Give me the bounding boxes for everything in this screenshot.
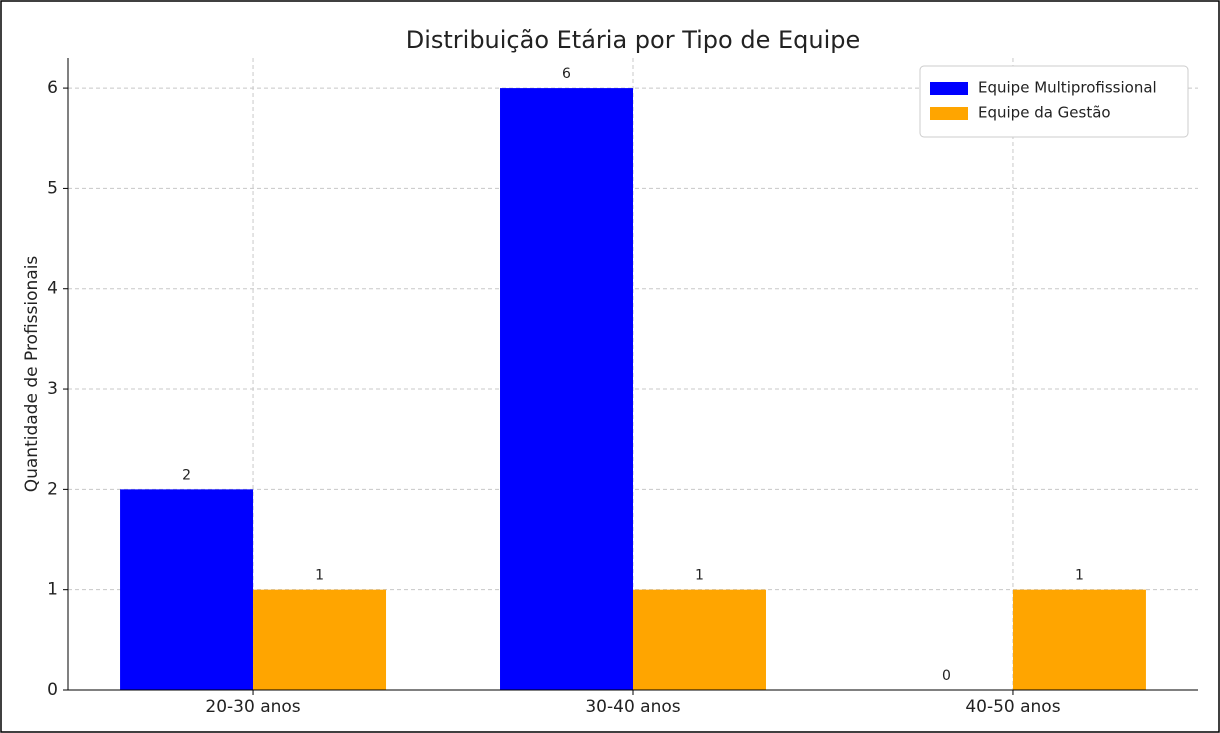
y-tick-label: 6	[47, 78, 58, 98]
y-tick-label: 4	[47, 279, 58, 299]
legend-swatch	[930, 107, 968, 120]
y-axis-label: Quantidade de Profissionais	[22, 256, 42, 493]
data-label: 1	[315, 568, 324, 584]
data-label: 1	[1075, 568, 1084, 584]
data-label: 2	[182, 467, 191, 483]
legend-swatch	[930, 82, 968, 95]
bar	[120, 489, 254, 690]
data-label: 1	[695, 568, 704, 584]
x-tick-label: 20-30 anos	[205, 697, 300, 717]
y-tick-label: 0	[47, 680, 58, 700]
chart-title: Distribuição Etária por Tipo de Equipe	[406, 26, 861, 54]
bar	[1012, 589, 1146, 690]
y-tick-label: 3	[47, 379, 58, 399]
x-tick-label: 40-50 anos	[965, 697, 1060, 717]
bar	[500, 88, 633, 691]
legend-label: Equipe da Gestão	[978, 104, 1111, 122]
x-tick-label: 30-40 anos	[585, 697, 680, 717]
y-tick-label: 1	[47, 580, 58, 600]
y-tick-label: 5	[47, 178, 58, 198]
bar	[633, 589, 766, 690]
data-label: 0	[942, 668, 951, 684]
bar	[253, 589, 387, 690]
legend-box	[919, 65, 1189, 138]
y-tick-label: 2	[47, 479, 58, 499]
legend-label: Equipe Multiprofissional	[978, 79, 1157, 97]
data-label: 6	[562, 66, 571, 82]
